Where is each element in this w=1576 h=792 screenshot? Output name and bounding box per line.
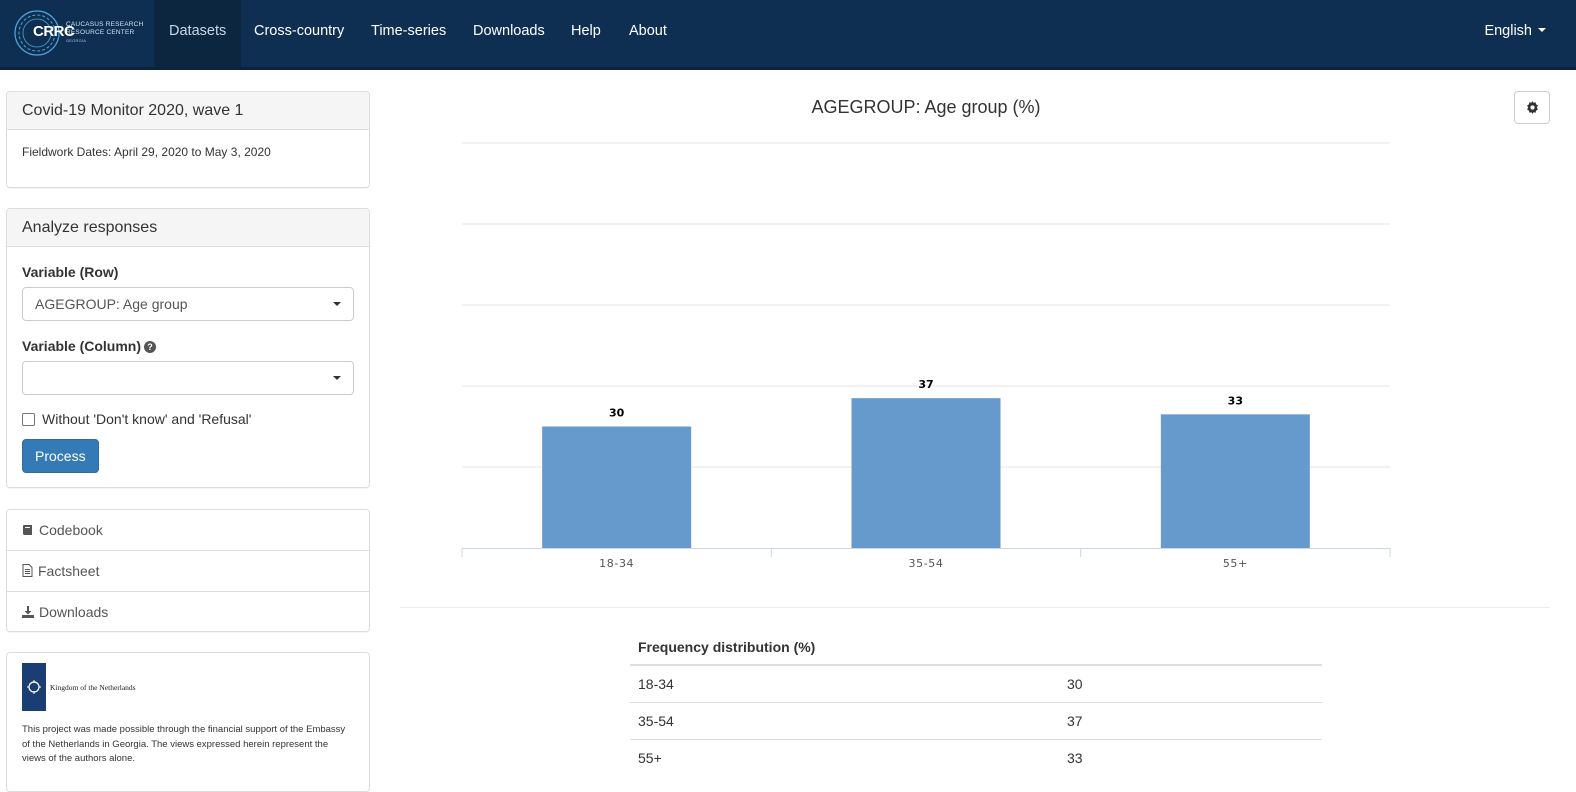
brand-line-1: CAUCASUS RESEARCH — [66, 21, 144, 28]
table-row: 18-34 30 — [630, 664, 1322, 702]
x-tick-label: 55+ — [1223, 557, 1248, 570]
chart-title: AGEGROUP: Age group (%) — [811, 97, 1041, 117]
x-tick-label: 35-54 — [909, 557, 944, 570]
gear-icon — [1526, 101, 1538, 114]
brand-name: CRRC — [33, 23, 75, 40]
links-panel: Codebook Factsheet Downloads — [6, 509, 370, 632]
analyze-heading: Analyze responses — [7, 209, 369, 247]
language-dropdown[interactable]: English — [1484, 0, 1546, 67]
chart-settings-button[interactable] — [1514, 91, 1550, 124]
codebook-link[interactable]: Codebook — [7, 510, 369, 551]
dataset-title: Covid-19 Monitor 2020, wave 1 — [7, 92, 369, 130]
brand-line-2: RESOURCE CENTER — [66, 29, 135, 36]
top-navbar: CRRC CAUCASUS RESEARCH RESOURCE CENTER G… — [0, 0, 1576, 70]
book-icon — [22, 511, 34, 551]
table-row: 35-54 37 — [630, 701, 1322, 739]
netherlands-logo-text: Kingdom of the Netherlands — [50, 682, 136, 692]
file-text-icon — [22, 552, 33, 592]
table-cell-value: 33 — [1059, 738, 1322, 776]
column-variable-label-row: Variable (Column)? — [22, 338, 354, 354]
section-divider — [400, 607, 1550, 608]
sponsor-note: This project was made possible through t… — [22, 724, 346, 764]
frequency-table: Frequency distribution (%) 18-34 30 35-5… — [630, 630, 1322, 776]
exclude-dk-refusal-label: Without 'Don't know' and 'Refusal' — [42, 411, 252, 427]
table-row: 55+ 33 — [630, 738, 1322, 776]
caret-down-icon — [1538, 28, 1546, 33]
downloads-label: Downloads — [39, 604, 109, 620]
brand-sub: GEORGIA — [66, 38, 87, 43]
column-variable-label: Variable (Column) — [22, 338, 142, 354]
factsheet-label: Factsheet — [38, 563, 100, 579]
netherlands-emblem-icon — [22, 663, 46, 711]
frequency-table-header: Frequency distribution (%) — [630, 630, 1322, 666]
nav-downloads[interactable]: Downloads — [473, 23, 545, 39]
row-variable-label: Variable (Row) — [22, 264, 119, 280]
bar-chart: 30 18-34 37 35-54 33 55+ — [461, 142, 1391, 570]
nav-about[interactable]: About — [629, 23, 667, 39]
chevron-down-icon — [333, 376, 341, 380]
analyze-panel: Analyze responses Variable (Row) AGEGROU… — [6, 208, 370, 488]
nav-cross-country[interactable]: Cross-country — [254, 23, 345, 39]
row-variable-value: AGEGROUP: Age group — [35, 296, 188, 312]
downloads-link[interactable]: Downloads — [7, 592, 369, 631]
nav-time-series[interactable]: Time-series — [371, 23, 447, 39]
row-variable-select[interactable]: AGEGROUP: Age group — [22, 287, 354, 321]
brand-text: CAUCASUS RESEARCH RESOURCE CENTER GEORGI… — [66, 21, 143, 45]
bar-35-54 — [851, 398, 1001, 548]
data-label: 37 — [918, 378, 933, 391]
x-tick-label: 18-34 — [599, 557, 634, 570]
sponsor-panel: Kingdom of the Netherlands This project … — [6, 652, 370, 792]
fieldwork-dates: Fieldwork Dates: April 29, 2020 to May 3… — [22, 145, 271, 159]
table-cell-value: 30 — [1059, 664, 1322, 702]
bar-55+ — [1160, 414, 1310, 548]
table-cell-label: 55+ — [630, 738, 1059, 776]
factsheet-link[interactable]: Factsheet — [7, 551, 369, 592]
data-label: 30 — [609, 407, 625, 420]
codebook-label: Codebook — [39, 522, 103, 538]
netherlands-logo: Kingdom of the Netherlands — [22, 663, 354, 711]
column-variable-select[interactable] — [22, 361, 354, 395]
table-cell-label: 18-34 — [630, 664, 1059, 702]
crrc-logo[interactable]: CRRC CAUCASUS RESEARCH RESOURCE CENTER G… — [14, 5, 149, 61]
table-cell-label: 35-54 — [630, 701, 1059, 739]
dataset-panel: Covid-19 Monitor 2020, wave 1 Fieldwork … — [6, 91, 370, 188]
bar-18-34 — [542, 426, 692, 548]
data-label: 33 — [1228, 394, 1243, 407]
question-circle-icon[interactable]: ? — [144, 341, 157, 353]
crrc-logo-icon — [14, 10, 60, 56]
nav-help[interactable]: Help — [571, 23, 601, 39]
table-cell-value: 37 — [1059, 701, 1322, 739]
process-button[interactable]: Process — [22, 439, 99, 473]
language-label: English — [1484, 23, 1532, 39]
exclude-dk-refusal-row[interactable]: Without 'Don't know' and 'Refusal' — [22, 411, 354, 427]
download-icon — [22, 593, 34, 631]
chevron-down-icon — [333, 302, 341, 306]
exclude-dk-refusal-checkbox[interactable] — [22, 412, 35, 426]
nav-datasets[interactable]: Datasets — [154, 0, 242, 67]
